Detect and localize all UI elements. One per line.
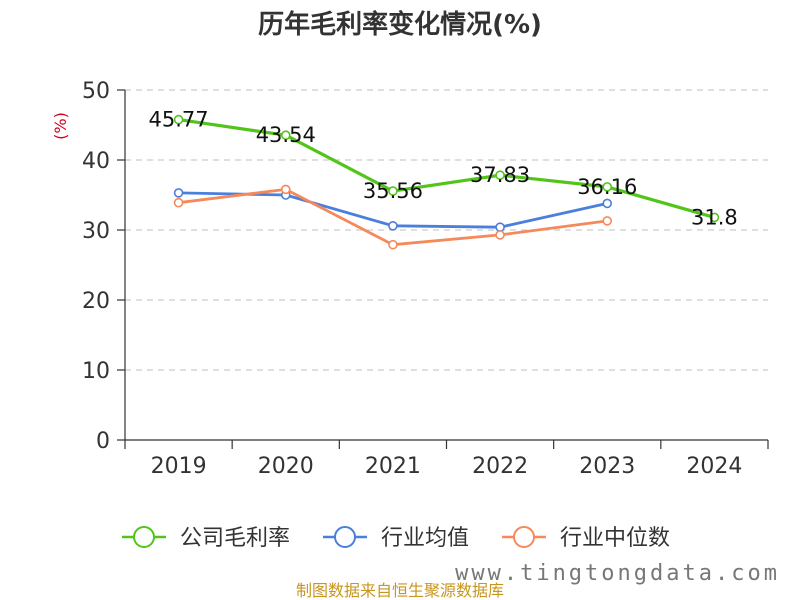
y-axis-label: (%) bbox=[51, 112, 70, 140]
data-point bbox=[388, 239, 398, 250]
y-tick-label: 50 bbox=[82, 79, 110, 104]
y-tick-label: 0 bbox=[96, 429, 110, 454]
data-label: 37.83 bbox=[470, 163, 530, 187]
legend-label: 行业中位数 bbox=[560, 526, 670, 551]
data-point bbox=[495, 170, 505, 180]
legend-label: 公司毛利率 bbox=[180, 526, 290, 551]
legend-marker bbox=[133, 526, 155, 548]
legend-marker bbox=[334, 526, 356, 548]
series-layer bbox=[173, 114, 720, 250]
watermark: www.tingtongdata.com bbox=[455, 561, 780, 586]
data-label: 45.77 bbox=[149, 108, 209, 132]
data-point bbox=[173, 188, 184, 198]
x-tick-label: 2019 bbox=[151, 454, 207, 479]
x-tick-label: 2021 bbox=[365, 454, 421, 479]
x-tick-label: 2023 bbox=[579, 454, 635, 479]
data-point bbox=[495, 230, 505, 240]
legend-label: 行业均值 bbox=[381, 526, 469, 551]
x-tick-labels: 2019 2020 2021 2022 2023 2024 bbox=[151, 454, 743, 479]
data-point bbox=[173, 197, 184, 208]
data-point bbox=[388, 186, 398, 196]
data-labels: 45.77 43.54 35.56 37.83 36.16 31.8 bbox=[149, 108, 738, 230]
source-note: 制图数据来自恒生聚源数据库 bbox=[296, 581, 504, 600]
data-label: 43.54 bbox=[256, 123, 316, 147]
data-label: 36.16 bbox=[577, 175, 637, 199]
data-point bbox=[602, 198, 613, 209]
axes bbox=[117, 89, 769, 449]
data-point bbox=[709, 212, 720, 223]
x-tick-label: 2020 bbox=[258, 454, 314, 479]
data-point bbox=[602, 216, 613, 226]
series-line bbox=[178, 118, 715, 219]
x-tick-label: 2024 bbox=[686, 454, 742, 479]
legend-marker bbox=[513, 526, 535, 548]
data-point bbox=[280, 184, 291, 195]
chart-title: 历年毛利率变化情况(%) bbox=[258, 9, 542, 40]
data-point bbox=[602, 182, 613, 192]
data-point bbox=[173, 114, 184, 125]
data-point bbox=[388, 221, 398, 231]
data-label: 35.56 bbox=[363, 179, 423, 203]
data-point bbox=[280, 130, 291, 141]
y-tick-labels: 0 10 20 30 40 50 bbox=[82, 79, 110, 454]
legend: 公司毛利率 行业均值 行业中位数 bbox=[122, 526, 670, 551]
y-tick-label: 30 bbox=[82, 219, 110, 244]
grid-lines bbox=[125, 89, 768, 371]
data-point bbox=[495, 222, 505, 232]
y-tick-label: 20 bbox=[82, 289, 110, 314]
x-tick-label: 2022 bbox=[472, 454, 528, 479]
y-tick-label: 40 bbox=[82, 149, 110, 174]
y-tick-label: 10 bbox=[82, 359, 110, 384]
data-label: 31.8 bbox=[691, 205, 738, 229]
